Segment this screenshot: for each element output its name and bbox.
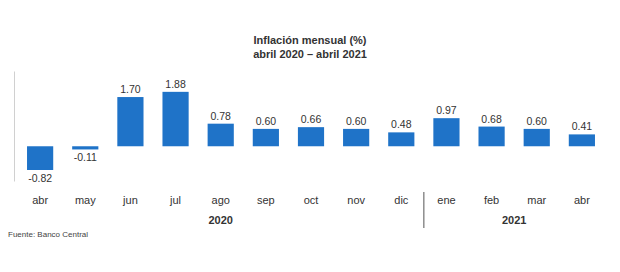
- bar: [253, 129, 279, 146]
- x-tick-label: oct: [304, 194, 319, 206]
- x-tick-label: may: [75, 194, 96, 206]
- y-axis: [14, 72, 15, 182]
- x-tick: jun: [122, 194, 138, 206]
- x-tick-label: nov: [347, 194, 365, 206]
- data-label: 0.60: [256, 115, 277, 127]
- year-label: 2021: [502, 214, 526, 226]
- data-label: 0.60: [527, 115, 548, 127]
- group-separator: [423, 192, 424, 228]
- data-label: 0.48: [391, 118, 412, 130]
- subtitle: abril 2020 – abril 2021: [253, 48, 367, 60]
- bar: [478, 127, 504, 147]
- bar: [208, 124, 234, 147]
- x-tick: abr: [32, 194, 48, 206]
- data-label: -0.82: [28, 172, 52, 184]
- x-tick: may: [75, 194, 96, 206]
- x-tick: mar: [527, 194, 546, 206]
- bar: [433, 118, 459, 146]
- x-tick-label: ago: [212, 194, 230, 206]
- y-axis-line: [14, 72, 15, 182]
- chart: Inflación mensual (%) abril 2020 – abril …: [0, 0, 620, 272]
- bar: [388, 132, 414, 146]
- bar: [72, 146, 98, 149]
- x-tick-label: abr: [574, 194, 590, 206]
- bar: [298, 127, 324, 146]
- x-tick-label: mar: [527, 194, 546, 206]
- data-label: -0.11: [74, 151, 97, 163]
- x-tick: feb: [484, 194, 499, 206]
- x-tick: jul: [169, 194, 181, 206]
- data-label: 0.78: [210, 110, 231, 122]
- data-label: 0.68: [481, 113, 502, 125]
- bars: [27, 92, 595, 170]
- x-tick: ene: [437, 194, 455, 206]
- x-tick-label: sep: [257, 194, 275, 206]
- data-label: 0.97: [436, 104, 457, 116]
- title: Inflación mensual (%): [253, 34, 366, 46]
- data-label: 0.41: [572, 120, 593, 132]
- data-labels: -0.82 -0.11 1.70 1.88 0.78 0.60 0.66 0.60 0.48 0.…: [28, 78, 592, 184]
- x-tick: oct: [304, 194, 319, 206]
- data-label: 1.88: [165, 78, 186, 90]
- x-tick: ago: [212, 194, 230, 206]
- x-tick: nov: [347, 194, 365, 206]
- x-tick-label: jun: [122, 194, 138, 206]
- data-label: 1.70: [120, 83, 141, 95]
- bar: [569, 134, 595, 146]
- bar: [27, 146, 53, 170]
- source: Fuente: Banco Central: [8, 230, 88, 239]
- x-tick-label: ene: [437, 194, 455, 206]
- data-label: 0.60: [346, 115, 367, 127]
- bar: [162, 92, 188, 146]
- bar: [117, 97, 143, 146]
- bar: [524, 129, 550, 146]
- x-tick-label: dic: [394, 194, 409, 206]
- x-tick: abr: [574, 194, 590, 206]
- x-tick-label: jul: [169, 194, 181, 206]
- x-tick-label: abr: [32, 194, 48, 206]
- x-tick: dic: [394, 194, 409, 206]
- x-axis: abr may jun jul ago sep oct nov dic ene feb mar abr: [32, 194, 590, 206]
- year-label: 2020: [208, 214, 232, 226]
- data-label: 0.66: [301, 113, 322, 125]
- bar: [343, 129, 369, 146]
- x-tick: sep: [257, 194, 275, 206]
- x-tick-label: feb: [484, 194, 499, 206]
